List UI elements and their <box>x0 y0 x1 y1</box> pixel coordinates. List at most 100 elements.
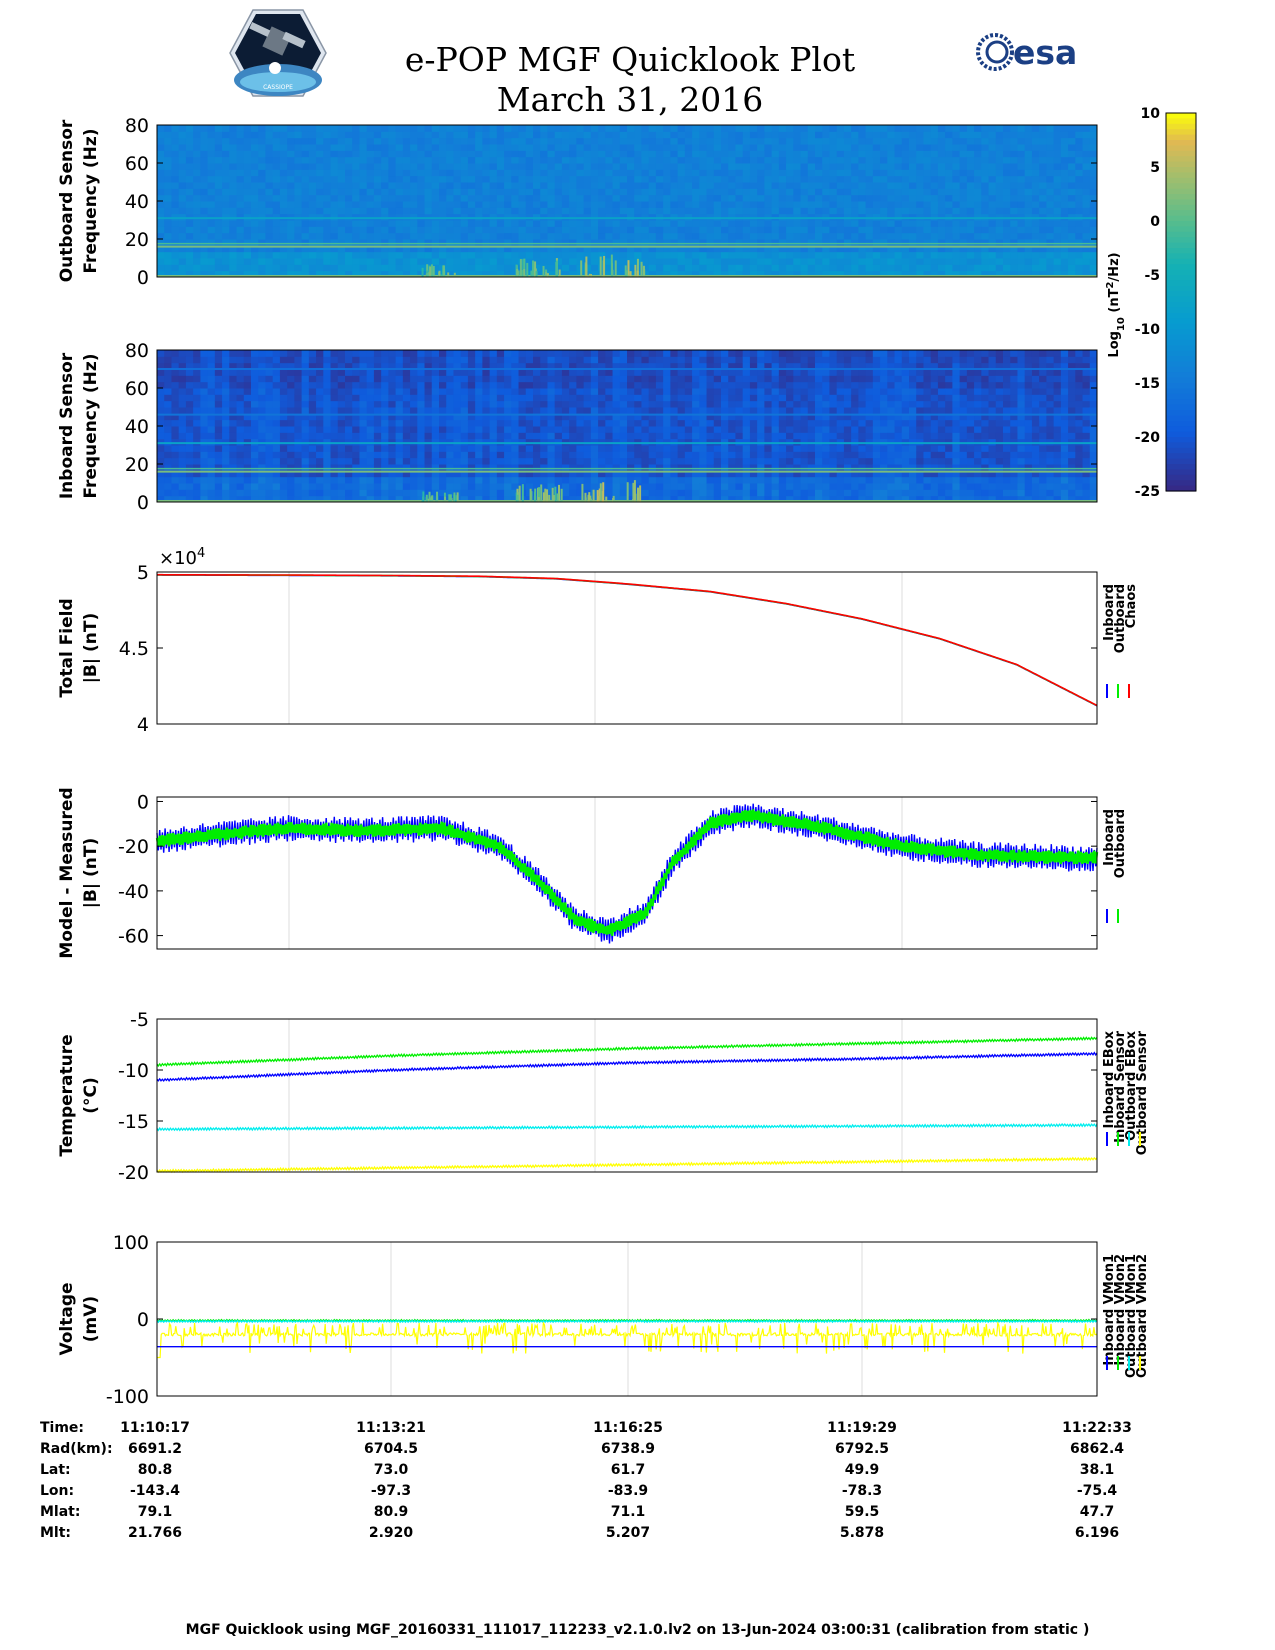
spectrogram-cell <box>410 245 418 253</box>
spectrogram-cell <box>561 375 570 383</box>
spectrogram-cell <box>605 426 614 433</box>
spectrogram-cell <box>569 470 577 478</box>
spectrogram-cell <box>1031 182 1040 189</box>
spectrogram-cell <box>431 169 440 177</box>
spectrogram-cell <box>388 445 397 452</box>
spectrogram-cell <box>930 270 939 278</box>
spectrogram-cell <box>525 188 534 196</box>
spectrogram-cell <box>171 182 180 189</box>
spectrogram-cell <box>200 251 209 259</box>
spectrogram-cell <box>1024 131 1033 139</box>
spectrogram-cell <box>699 188 708 196</box>
spectrogram-cell <box>417 362 426 370</box>
spectrogram-cell <box>612 489 621 497</box>
spectrogram-cell <box>800 163 809 170</box>
spectrogram-cell <box>598 451 606 459</box>
spectrogram-cell <box>561 239 570 246</box>
spectrogram-cell <box>576 438 585 446</box>
spectrogram-cell <box>1068 188 1076 196</box>
spectrogram-cell <box>185 495 194 503</box>
spectrogram-cell <box>359 264 368 272</box>
spectrogram-cell <box>909 131 917 139</box>
spectrogram-cell <box>330 394 339 402</box>
spectrogram-cell <box>410 270 418 278</box>
spectrogram-cell <box>829 226 838 234</box>
spectrogram-cell <box>511 194 520 202</box>
spectrogram-cell <box>648 175 657 183</box>
spectrogram-cell <box>612 213 621 221</box>
spectrogram-cell <box>251 483 259 490</box>
spectrogram-cell <box>352 182 360 189</box>
spectrogram-cell <box>287 182 295 189</box>
spectrogram-cell <box>453 464 462 471</box>
spectrogram-cell <box>171 194 180 202</box>
spectrogram-cell <box>655 137 664 145</box>
spectrogram-cell <box>381 476 389 484</box>
spectrogram-cell <box>301 362 310 370</box>
spectrogram-cell <box>815 137 823 145</box>
spectrogram-cell <box>446 476 454 484</box>
spectrogram-cell <box>749 182 758 189</box>
spectrogram-cell <box>569 213 577 221</box>
spectrogram-cell <box>612 201 621 208</box>
spectrogram-cell <box>706 226 715 234</box>
spectrogram-cell <box>373 362 382 370</box>
spectrogram-cell <box>742 251 751 259</box>
spectrogram-cell <box>330 131 339 139</box>
spectrogram-cell <box>909 156 917 164</box>
spectrogram-cell <box>757 207 765 215</box>
spectrogram-cell <box>366 476 375 484</box>
spectrogram-cell <box>807 188 816 196</box>
spectrogram-cell <box>583 495 592 503</box>
spectrogram-cell <box>648 226 657 234</box>
spectrogram-cell <box>185 245 194 253</box>
spectrogram-cell <box>214 220 223 227</box>
spectrogram-cell <box>909 144 917 151</box>
spectrogram-cell <box>793 232 802 240</box>
spectrogram-cell <box>214 270 223 278</box>
spectrogram-cell <box>518 426 527 433</box>
spectrogram-cell <box>547 251 556 259</box>
spectrogram-cell <box>569 413 577 421</box>
spectrogram-cell <box>229 451 238 459</box>
spectrogram-cell <box>764 156 773 164</box>
spectrogram-cell <box>417 175 426 183</box>
spectrogram-cell <box>937 207 946 215</box>
spectrogram-cell <box>424 362 433 370</box>
spectrogram-cell <box>706 232 715 240</box>
spectrogram-cell <box>185 144 194 151</box>
spectrogram-cell <box>966 270 975 278</box>
spectrogram-cell <box>655 150 664 158</box>
spectrogram-cell <box>923 175 932 183</box>
spectrogram-cell <box>345 144 353 151</box>
spectrogram-cell <box>157 381 165 389</box>
spectrogram-cell <box>554 394 563 402</box>
spectrogram-cell <box>1039 175 1047 183</box>
spectrogram-cell <box>1003 220 1011 227</box>
spectrogram-cell <box>229 258 238 265</box>
spectrogram-cell <box>251 388 259 395</box>
spectrogram-cell <box>287 407 295 414</box>
spectrogram-cell <box>598 144 606 151</box>
spectrogram-cell <box>952 226 961 234</box>
spectrogram-cell <box>800 245 809 253</box>
spectrogram-cell <box>323 270 332 278</box>
spectrogram-cell <box>634 356 642 364</box>
spectrogram-cell <box>793 163 802 170</box>
spectrogram-cell <box>301 232 310 240</box>
spectrogram-cell <box>815 188 823 196</box>
spectrogram-cell <box>395 150 404 158</box>
spectrogram-cell <box>858 226 867 234</box>
spectrogram-cell <box>749 169 758 177</box>
spectrogram-cell <box>822 188 830 196</box>
spectrogram-cell <box>171 489 180 497</box>
spectrogram-cell <box>540 394 548 402</box>
spectrogram-cell <box>641 375 650 383</box>
spectrogram-cell <box>1082 175 1091 183</box>
spectrogram-cell <box>330 388 339 395</box>
spectrogram-cell <box>265 419 274 427</box>
spectrogram-cell <box>706 245 715 253</box>
spectrogram-cell <box>872 188 881 196</box>
spectrogram-cell <box>164 226 172 234</box>
spectrogram-cell <box>1039 144 1047 151</box>
